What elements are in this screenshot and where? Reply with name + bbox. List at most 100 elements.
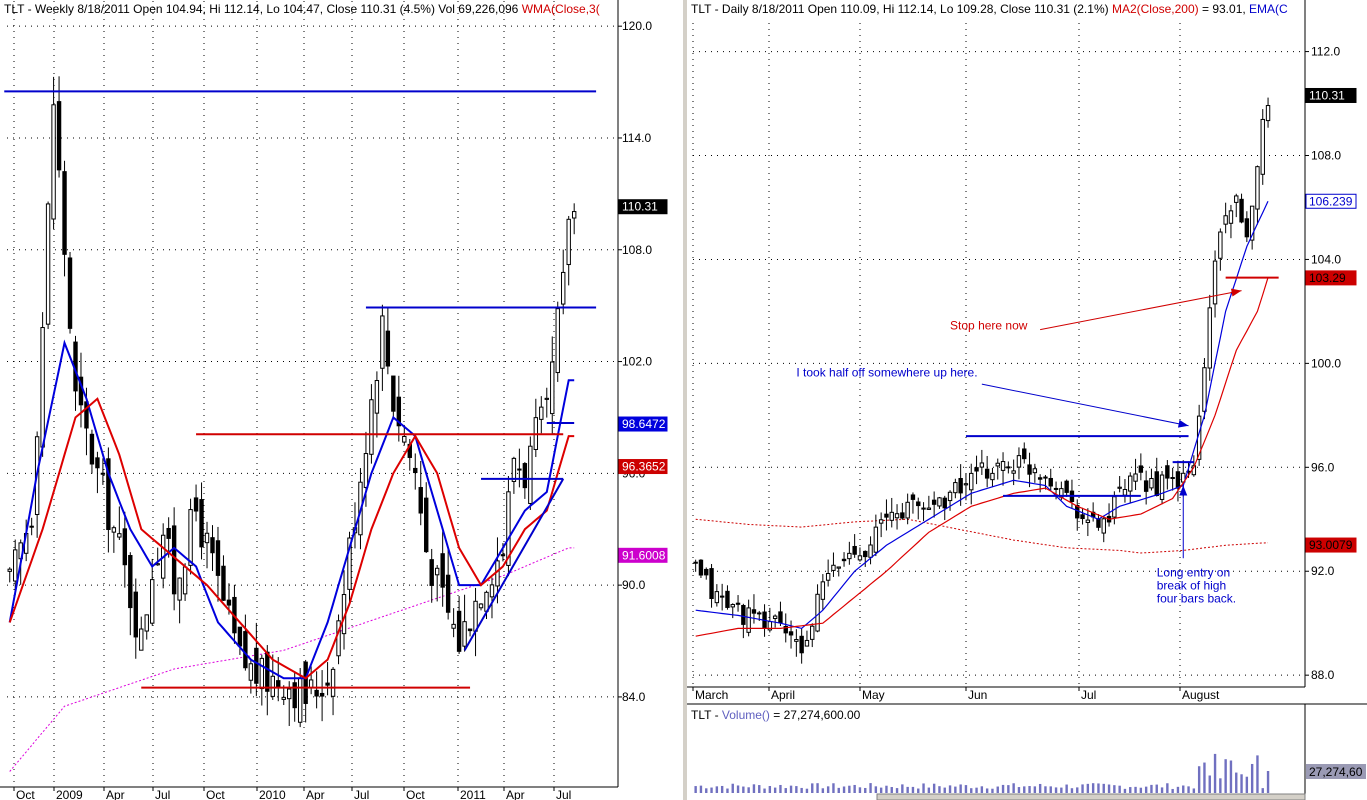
volume-bar (985, 788, 989, 793)
volume-bar (1176, 786, 1180, 793)
x-tick-label: Jul (556, 788, 571, 800)
candle-body (111, 527, 117, 533)
volume-bar (964, 785, 968, 793)
daily-chart: 88.0 92.0 96.0 100.0 104.0 108.0 112.0 March Apr… (687, 0, 1367, 800)
price-tag-bg (618, 459, 668, 475)
annotation-label: break of high (1157, 578, 1226, 592)
candle-body (117, 533, 122, 538)
candle-body (128, 555, 133, 609)
volume-bar (890, 787, 893, 793)
candle-body (1138, 465, 1144, 473)
candle-body (566, 218, 571, 266)
candle-body (741, 604, 746, 625)
candle-body (539, 406, 544, 420)
volume-bar (943, 787, 946, 793)
weekly-indicator: WMA(Close,3( (521, 2, 600, 16)
candle-body (1212, 260, 1218, 305)
volume-header: TLT - Volume() = 27,274,600.00 (691, 708, 860, 722)
candle-body (434, 567, 440, 576)
candle-body (709, 568, 714, 599)
pane-divider[interactable] (683, 0, 687, 800)
volume-bar (763, 788, 766, 793)
candle-body (62, 171, 67, 255)
daily-ma-value: = 93.01, (1198, 2, 1250, 16)
volume-bar (911, 786, 915, 793)
volume-bar (1028, 786, 1031, 793)
candle-body (910, 494, 916, 500)
candle-body (276, 680, 281, 688)
y-tick-label: 102.0 (622, 355, 652, 369)
volume-bar (996, 786, 999, 793)
trend-line (463, 478, 565, 651)
candle-body (953, 482, 958, 494)
volume-bar (1160, 787, 1164, 793)
candle-body (746, 607, 751, 633)
candle-body (1260, 118, 1265, 175)
candle-body (440, 553, 445, 588)
candle-body (133, 591, 138, 638)
candle-body (418, 487, 423, 514)
candle-body (704, 568, 709, 576)
candle-body (1080, 514, 1085, 520)
candle-body (863, 550, 868, 558)
y-tick-label: 120.0 (622, 19, 652, 33)
candle-body (1096, 518, 1101, 528)
candle-body (868, 544, 873, 558)
candle-body (1128, 475, 1133, 492)
candle-body (1048, 477, 1053, 487)
candle-body (67, 257, 73, 329)
candle-body (963, 483, 969, 486)
price-tag-bg (1305, 87, 1357, 103)
candle-body (122, 528, 128, 566)
volume-bar (705, 788, 708, 793)
volume-bar (694, 786, 697, 793)
daily-info: - Daily 8/18/2011 Open 110.09, Hi 112.14… (711, 2, 1112, 16)
candle-body (144, 614, 149, 632)
annotation-arrow (981, 383, 1189, 427)
volume-bar (1208, 775, 1211, 793)
candle-body (429, 559, 434, 586)
candle-body (270, 675, 275, 697)
y-tick-label: 114.0 (622, 131, 651, 145)
candle-body (13, 549, 18, 582)
annotation-label: four bars back. (1157, 591, 1236, 605)
x-tick-label: August (1182, 688, 1220, 702)
ma-red-line (695, 277, 1269, 637)
price-tag-label: 103.29 (1309, 271, 1346, 285)
y-tick-label: 90.0 (622, 578, 646, 592)
volume-bar (1054, 787, 1058, 793)
y-tick-label: 108.0 (622, 243, 652, 257)
volume-bar (1150, 784, 1153, 793)
candle-body (1022, 448, 1027, 460)
annotation-label: Stop here now (950, 319, 1028, 333)
y-tick-label: 104.0 (1311, 252, 1341, 266)
x-tick-label: Jul (354, 788, 369, 800)
candle-body (182, 566, 188, 595)
candle-body (363, 453, 369, 488)
candle-body (391, 375, 396, 412)
volume-bar (938, 786, 941, 793)
weekly-info: - Weekly 8/18/2011 Open 104.94, Hi 112.1… (24, 2, 522, 16)
candle-body (947, 491, 953, 502)
candle-body (40, 327, 45, 448)
candle-body (1239, 198, 1244, 223)
volume-bar (811, 783, 814, 793)
weekly-chart-pane[interactable]: 84.090.096.0102.0108.0114.0120.0Oct2009A… (0, 0, 683, 800)
daily-chart-pane[interactable]: 88.0 92.0 96.0 100.0 104.0 108.0 112.0 March Apr… (687, 0, 1367, 800)
volume-bar (1182, 785, 1185, 793)
candle-body (810, 625, 815, 640)
candle-body (210, 537, 215, 554)
x-tick-label: 2009 (56, 788, 83, 800)
candle-body (1218, 231, 1223, 259)
candle-body (873, 526, 879, 553)
candle-body (467, 628, 473, 632)
volume-bar (1017, 787, 1021, 793)
candle-body (139, 628, 144, 651)
candle-body (193, 497, 199, 512)
annotation-arrowhead (1230, 288, 1242, 297)
candle-body (380, 315, 385, 369)
candle-body (56, 101, 62, 171)
volume-bar (800, 787, 803, 793)
candle-body (1223, 215, 1228, 225)
candle-body (937, 497, 942, 507)
